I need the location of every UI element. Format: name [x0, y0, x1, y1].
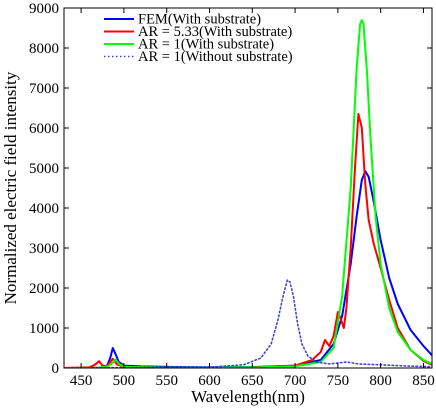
series-line-4	[64, 279, 432, 368]
y-tick-label: 9000	[29, 1, 59, 17]
series-line-2	[64, 113, 432, 368]
y-tick-label: 3000	[29, 241, 59, 257]
y-tick-label: 7000	[29, 81, 59, 97]
x-axis-title: Wavelength(nm)	[191, 387, 305, 406]
x-tick-label: 500	[113, 373, 136, 389]
plot-area	[64, 19, 432, 368]
y-tick-label: 1000	[29, 321, 59, 337]
legend-label-2: AR = 5.33(With substrate)	[138, 24, 292, 40]
legend: FEM(With substrate)AR = 5.33(With substr…	[104, 12, 293, 65]
y-tick-label: 6000	[29, 121, 59, 137]
x-tick-label: 850	[412, 373, 435, 389]
series-line-3	[64, 19, 432, 368]
x-tick-label: 800	[369, 373, 392, 389]
axes-frame	[63, 7, 433, 369]
axes	[63, 7, 433, 369]
series-line-1	[64, 170, 432, 368]
x-tick-label: 750	[327, 373, 350, 389]
x-tick-label: 700	[284, 373, 307, 389]
y-tick-label: 0	[52, 361, 60, 377]
x-tick-label: 450	[70, 373, 93, 389]
y-tick-label: 2000	[29, 281, 59, 297]
x-tick-label: 650	[241, 373, 264, 389]
y-axis-title: Normalized electric field intensity	[1, 71, 20, 304]
y-tick-label: 4000	[29, 201, 59, 217]
y-tick-label: 5000	[29, 161, 59, 177]
y-tick-label: 8000	[29, 41, 59, 57]
legend-label-1: FEM(With substrate)	[138, 12, 261, 28]
x-tick-label: 600	[198, 373, 221, 389]
tick-labels: 450 500 550 600 650 700 750 800 850 0 1000 2000 3000…	[29, 1, 435, 389]
legend-label-4: AR = 1(Without substrate)	[138, 49, 293, 65]
legend-label-3: AR = 1(With substrate)	[138, 37, 274, 53]
x-tick-label: 550	[155, 373, 178, 389]
